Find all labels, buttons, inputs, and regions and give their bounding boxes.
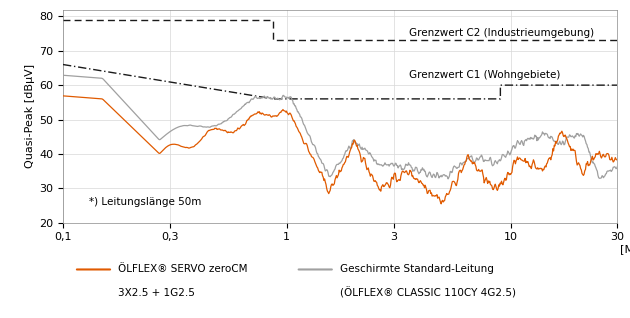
Text: Geschirmte Standard-Leitung: Geschirmte Standard-Leitung xyxy=(340,265,494,274)
Text: Grenzwert C2 (Industrieumgebung): Grenzwert C2 (Industrieumgebung) xyxy=(409,28,593,38)
Text: (ÖLFLEX® CLASSIC 110CY 4G2.5): (ÖLFLEX® CLASSIC 110CY 4G2.5) xyxy=(340,287,516,299)
Text: Grenzwert C1 (Wohngebiete): Grenzwert C1 (Wohngebiete) xyxy=(409,70,560,80)
Y-axis label: Quasi-Peak [dBμV]: Quasi-Peak [dBμV] xyxy=(25,64,35,168)
Text: ÖLFLEX® SERVO zeroCM: ÖLFLEX® SERVO zeroCM xyxy=(118,265,248,274)
Text: *) Leitungslänge 50m: *) Leitungslänge 50m xyxy=(88,197,201,207)
Text: [MHz]: [MHz] xyxy=(620,244,630,254)
Text: 3X2.5 + 1G2.5: 3X2.5 + 1G2.5 xyxy=(118,288,195,298)
